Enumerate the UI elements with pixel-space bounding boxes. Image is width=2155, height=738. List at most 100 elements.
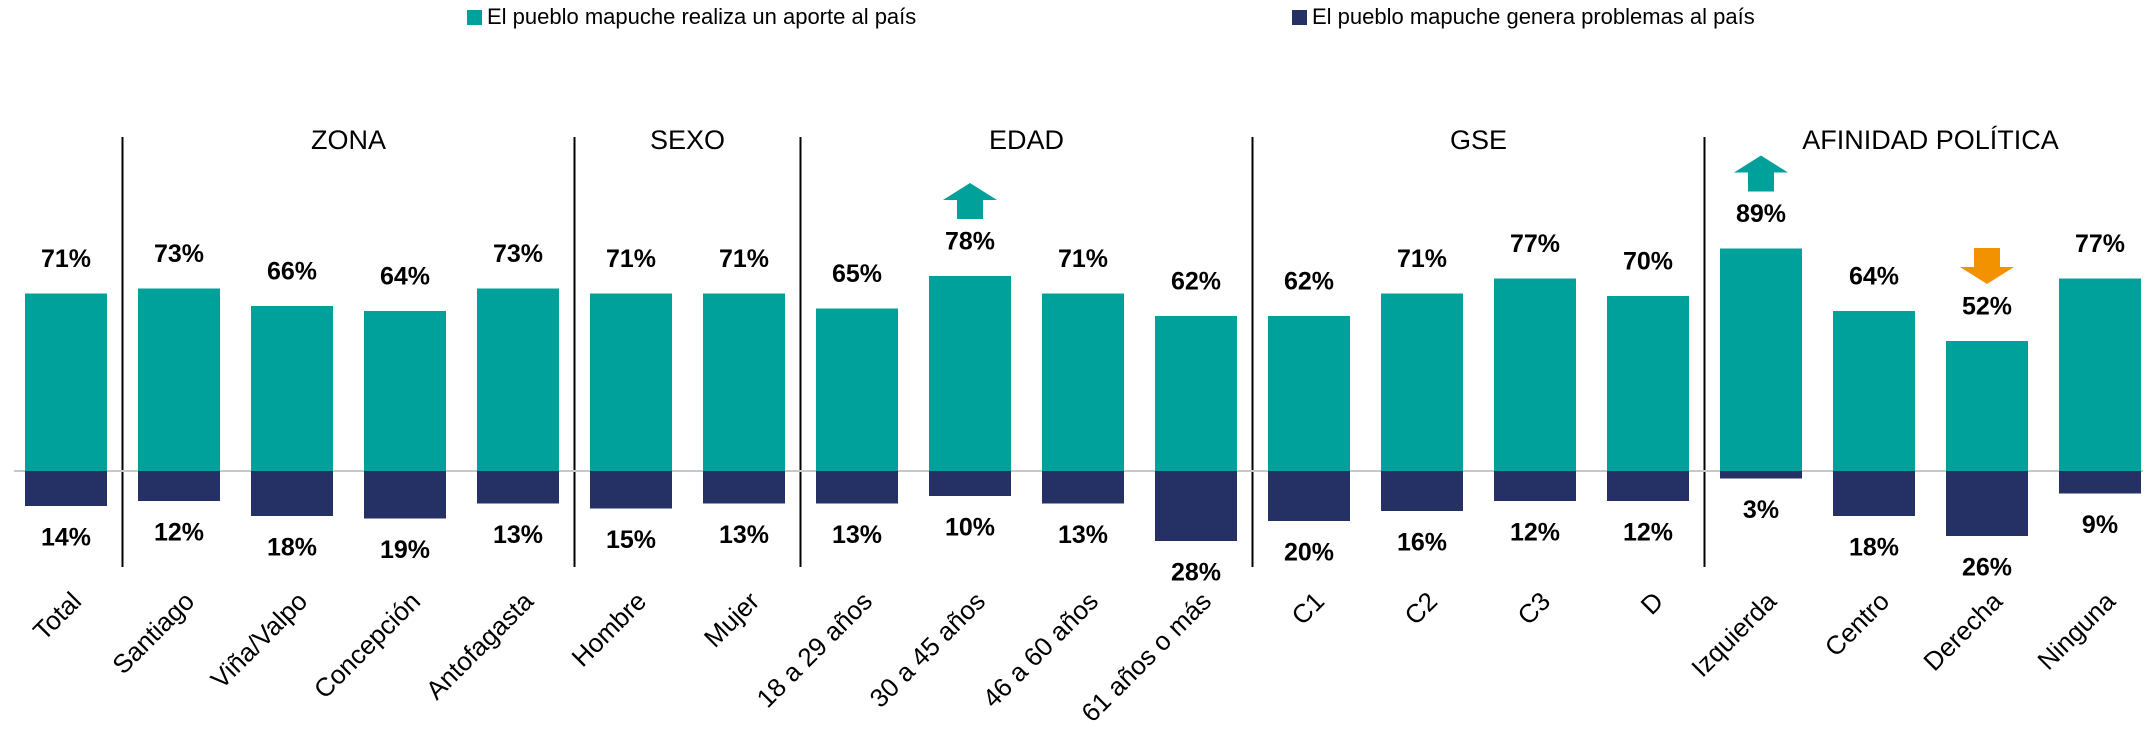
bar xyxy=(1268,316,1350,471)
bar xyxy=(251,306,333,471)
bar xyxy=(1494,471,1576,501)
bar xyxy=(816,308,898,471)
bar xyxy=(1381,471,1463,511)
value-label: 66% xyxy=(267,258,317,286)
bar xyxy=(1155,316,1237,471)
value-label: 18% xyxy=(1849,534,1899,562)
bar xyxy=(1946,341,2028,471)
value-label: 65% xyxy=(832,260,882,288)
bar xyxy=(816,471,898,504)
bar xyxy=(1155,471,1237,541)
legend-label: El pueblo mapuche genera problemas al pa… xyxy=(1312,4,1755,29)
x-tick-label: C3 xyxy=(1511,586,1556,631)
value-label: 62% xyxy=(1171,268,1221,296)
value-label: 20% xyxy=(1284,539,1334,567)
bar xyxy=(477,471,559,504)
bar xyxy=(1042,471,1124,504)
bar xyxy=(590,471,672,509)
bar xyxy=(1494,278,1576,471)
value-label: 10% xyxy=(945,514,995,542)
value-label: 15% xyxy=(606,526,656,554)
value-label: 13% xyxy=(832,521,882,549)
value-label: 73% xyxy=(154,240,204,268)
legend-swatch xyxy=(1292,10,1307,25)
x-tick-label: Viña/Valpo xyxy=(205,586,313,694)
bar xyxy=(1720,248,1802,471)
bar xyxy=(477,288,559,471)
value-label: 64% xyxy=(1849,263,1899,291)
value-label: 9% xyxy=(2082,511,2118,539)
value-label: 18% xyxy=(267,534,317,562)
x-tick-label: Hombre xyxy=(565,586,652,673)
value-label: 64% xyxy=(380,263,430,291)
value-label: 13% xyxy=(493,521,543,549)
value-label: 73% xyxy=(493,240,543,268)
bar xyxy=(703,471,785,504)
bar xyxy=(1607,471,1689,501)
x-tick-label: 18 a 29 años xyxy=(751,586,879,714)
x-tick-label: Izquierda xyxy=(1685,586,1782,683)
bar xyxy=(1042,293,1124,471)
bar xyxy=(25,293,107,471)
bar xyxy=(929,276,1011,471)
x-tick-label: Derecha xyxy=(1917,586,2008,677)
value-label: 78% xyxy=(945,228,995,256)
bar xyxy=(2059,278,2141,471)
legend-swatch xyxy=(467,10,482,25)
value-label: 13% xyxy=(1058,521,1108,549)
x-tick-label: Total xyxy=(27,586,87,646)
x-tick-label: D xyxy=(1635,586,1669,620)
value-label: 3% xyxy=(1743,496,1779,524)
x-tick-label: Mujer xyxy=(698,586,765,653)
value-label: 28% xyxy=(1171,559,1221,587)
bar xyxy=(1268,471,1350,521)
group-title: GSE xyxy=(1450,125,1507,155)
value-label: 62% xyxy=(1284,268,1334,296)
value-label: 89% xyxy=(1736,200,1786,228)
value-label: 13% xyxy=(719,521,769,549)
group-title: ZONA xyxy=(311,125,386,155)
bar xyxy=(138,288,220,471)
group-title: EDAD xyxy=(989,125,1064,155)
value-label: 71% xyxy=(719,245,769,273)
x-tick-label: Concepción xyxy=(308,586,426,704)
value-label: 26% xyxy=(1962,554,2012,582)
bar xyxy=(1833,471,1915,516)
value-label: 77% xyxy=(1510,230,1560,258)
bar xyxy=(590,293,672,471)
significance-arrow xyxy=(1960,248,2014,284)
bar xyxy=(1946,471,2028,536)
legend-label: El pueblo mapuche realiza un aporte al p… xyxy=(487,4,916,29)
value-label: 12% xyxy=(154,519,204,547)
value-label: 71% xyxy=(1058,245,1108,273)
bar xyxy=(25,471,107,506)
bar xyxy=(703,293,785,471)
x-tick-label: 46 a 60 años xyxy=(977,586,1105,714)
significance-arrow xyxy=(943,183,997,219)
bar xyxy=(138,471,220,501)
bar xyxy=(1833,311,1915,471)
bar xyxy=(364,471,446,519)
value-label: 71% xyxy=(1397,245,1447,273)
x-tick-label: Santiago xyxy=(106,586,200,680)
significance-arrow xyxy=(1734,155,1788,192)
x-tick-label: C2 xyxy=(1398,586,1443,631)
value-label: 71% xyxy=(606,245,656,273)
bar xyxy=(929,471,1011,496)
bar xyxy=(251,471,333,516)
group-title: SEXO xyxy=(650,125,725,155)
value-label: 71% xyxy=(41,245,91,273)
value-label: 12% xyxy=(1510,519,1560,547)
bar xyxy=(1720,471,1802,479)
value-label: 77% xyxy=(2075,230,2125,258)
value-label: 14% xyxy=(41,524,91,552)
bar xyxy=(1607,296,1689,471)
x-tick-label: C1 xyxy=(1285,586,1330,631)
value-label: 52% xyxy=(1962,293,2012,321)
x-tick-label: Antofagasta xyxy=(420,586,540,706)
bar xyxy=(364,311,446,471)
bar xyxy=(2059,471,2141,494)
group-title: AFINIDAD POLÍTICA xyxy=(1802,125,2059,155)
value-label: 12% xyxy=(1623,519,1673,547)
